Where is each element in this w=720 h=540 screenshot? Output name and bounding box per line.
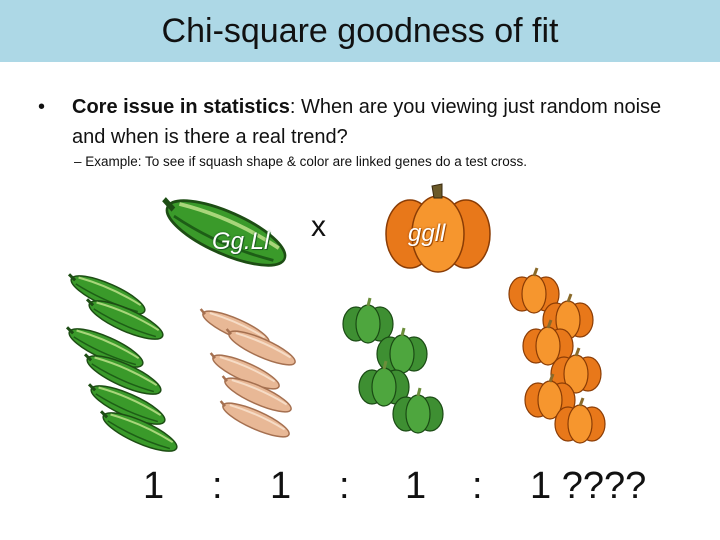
ratio-separator-2: :	[339, 465, 350, 507]
offspring-tan-squash	[194, 302, 300, 445]
ratio-value-1: 1	[143, 465, 165, 507]
slide-title: Chi-square goodness of fit	[161, 11, 559, 50]
offspring-green-pumpkins	[341, 296, 445, 435]
ratio-value-2: 1	[270, 465, 292, 507]
sub-bullet: – Example: To see if squash shape & colo…	[74, 154, 528, 169]
parent-pumpkin	[385, 183, 491, 273]
bullet-bold-text: Core issue in statistics	[72, 96, 290, 118]
ratio-separator-1: :	[212, 465, 223, 507]
main-bullet: • Core issue in statistics: When are you…	[38, 92, 698, 152]
ratio-separator-3: :	[472, 465, 483, 507]
parent2-genotype-label: ggll	[408, 220, 446, 247]
offspring-orange-pumpkins	[507, 266, 607, 445]
offspring-green-zucchini	[59, 265, 183, 460]
ratio-value-4: 1 ????	[530, 465, 647, 507]
bullet-rest-text: : When are you viewing just random noise…	[72, 96, 662, 148]
cross-symbol: x	[311, 210, 326, 243]
parent1-genotype-label: Gg.Ll	[212, 228, 270, 255]
title-bar: Chi-square goodness of fit	[0, 0, 720, 62]
main-bullet-text: Core issue in statistics: When are you v…	[72, 92, 698, 152]
ratio-value-3: 1	[405, 465, 427, 507]
bullet-dot: •	[38, 96, 46, 118]
